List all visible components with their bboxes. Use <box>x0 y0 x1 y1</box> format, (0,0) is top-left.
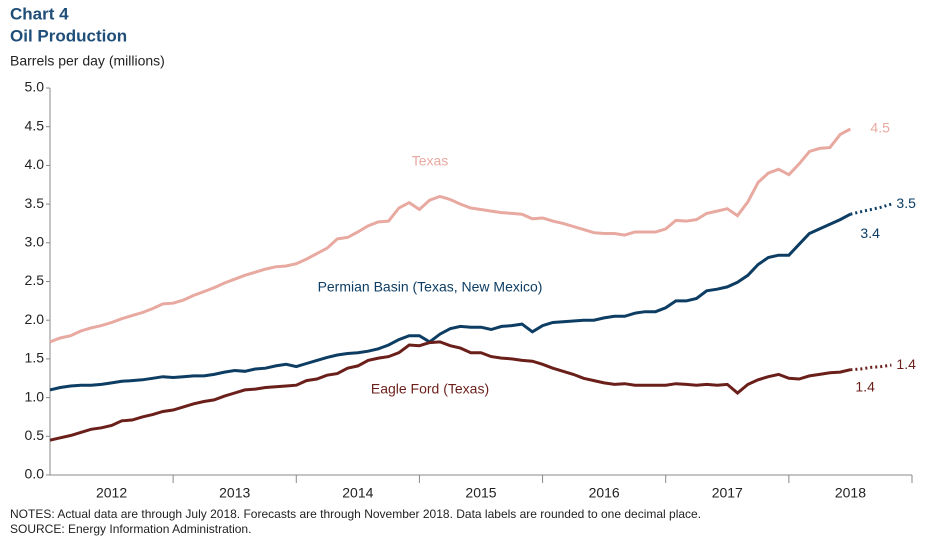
data-label: 4.5 <box>870 120 890 136</box>
x-tick-label: 2012 <box>96 485 127 501</box>
data-label: 3.4 <box>860 225 880 241</box>
y-tick-label: 0.5 <box>25 427 45 443</box>
series-label: Permian Basin (Texas, New Mexico) <box>318 279 543 295</box>
y-axis-label: Barrels per day (millions) <box>10 53 165 69</box>
series-line <box>49 212 852 392</box>
chart-subtitle: Oil Production <box>10 26 127 45</box>
y-tick-label: 5.0 <box>25 79 45 95</box>
series-label: Eagle Ford (Texas) <box>371 381 489 397</box>
x-tick-label: 2016 <box>589 485 620 501</box>
forecast-line <box>850 202 892 216</box>
chart-title: Chart 4 <box>10 4 69 23</box>
y-tick-label: 2.0 <box>25 311 45 327</box>
note: NOTES: Actual data are through July 2018… <box>10 507 701 521</box>
source: SOURCE: Energy Information Administratio… <box>10 522 251 536</box>
forecast-label: 3.5 <box>896 195 916 211</box>
forecast-label: 1.4 <box>896 356 916 372</box>
y-tick-label: 4.5 <box>25 117 45 133</box>
y-tick-label: 4.0 <box>25 156 45 172</box>
series-line <box>49 127 852 344</box>
y-tick-label: 3.5 <box>25 195 45 211</box>
x-tick-label: 2017 <box>712 485 743 501</box>
x-tick-label: 2014 <box>342 485 373 501</box>
data-label: 1.4 <box>855 378 875 394</box>
x-tick-label: 2018 <box>835 485 866 501</box>
y-tick-label: 0.0 <box>25 466 45 482</box>
series-line <box>49 340 851 442</box>
y-tick-label: 3.0 <box>25 234 45 250</box>
series-label: Texas <box>412 153 449 169</box>
x-tick-label: 2013 <box>219 485 250 501</box>
forecast-line <box>850 363 892 372</box>
y-tick-label: 2.5 <box>25 272 45 288</box>
y-tick-label: 1.0 <box>25 388 45 404</box>
y-tick-label: 1.5 <box>25 350 45 366</box>
x-tick-label: 2015 <box>465 485 496 501</box>
